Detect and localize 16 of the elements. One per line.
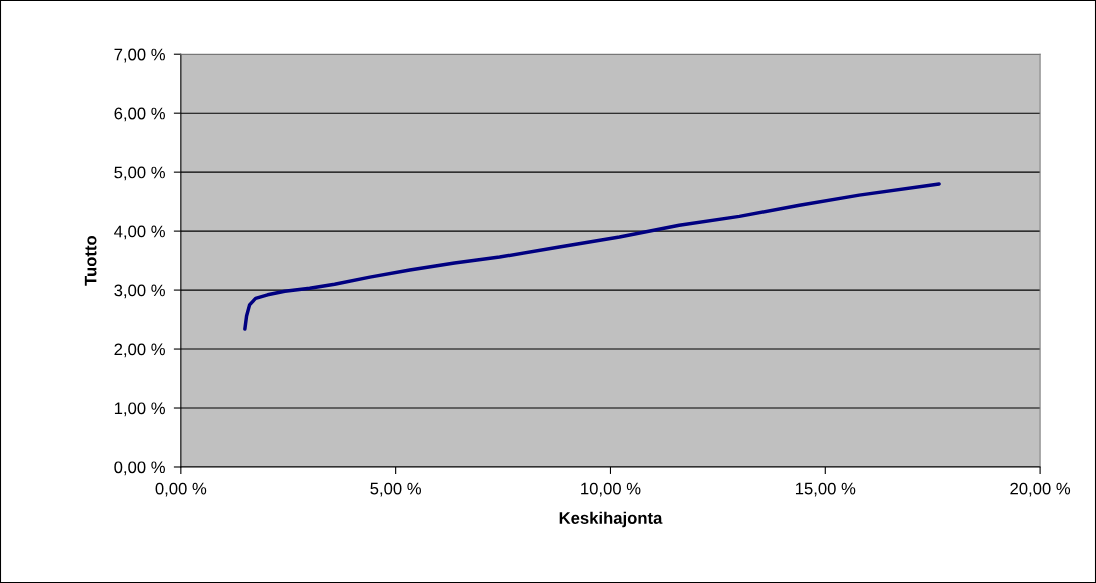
x-tick-label: 15,00 % (795, 482, 856, 497)
y-tick-label: 2,00 % (114, 343, 165, 358)
y-tick-label: 6,00 % (114, 107, 165, 122)
x-tick-label: 5,00 % (370, 482, 422, 497)
y-tick-label: 1,00 % (114, 402, 165, 417)
y-tick-label: 5,00 % (114, 166, 165, 181)
x-tick-label: 20,00 % (1010, 482, 1071, 497)
y-tick-label: 7,00 % (114, 48, 165, 63)
y-tick-label: 4,00 % (114, 225, 165, 240)
y-axis-title: Tuotto (84, 235, 97, 286)
y-tick-label: 3,00 % (114, 284, 165, 299)
x-tick-label: 0,00 % (155, 482, 207, 497)
x-tick-label: 10,00 % (581, 482, 641, 497)
y-tick-label: 0,00 % (114, 461, 165, 476)
line-series (243, 182, 941, 331)
x-axis-title: Keskihajonta (559, 511, 663, 528)
